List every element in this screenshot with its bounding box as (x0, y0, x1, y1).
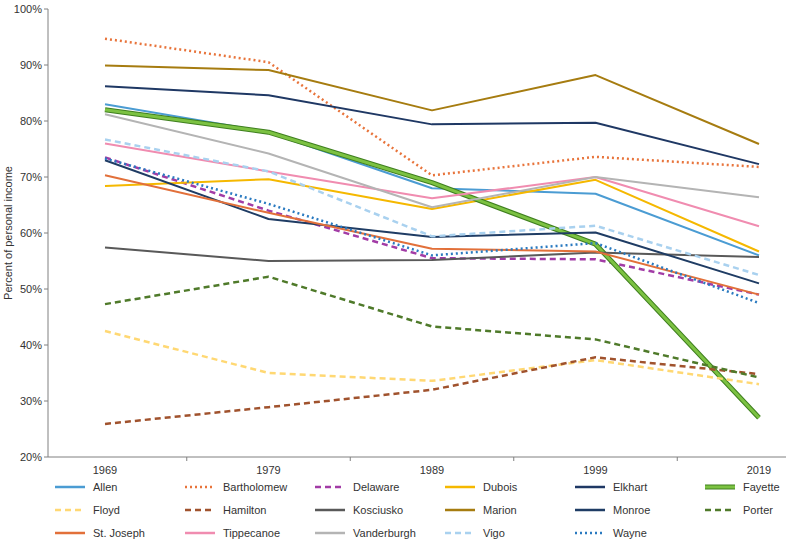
x-tick-label: 1969 (93, 464, 117, 476)
y-tick-label: 90% (20, 59, 42, 71)
legend-label: Fayette (743, 481, 780, 493)
series-line (105, 110, 759, 418)
series-line (105, 114, 759, 207)
y-tick (44, 121, 48, 122)
y-tick (44, 289, 48, 290)
legend-label: Kosciusko (353, 504, 403, 516)
legend-swatch (705, 486, 735, 489)
y-tick (44, 233, 48, 234)
series-line (105, 277, 759, 378)
legend-label: Porter (743, 504, 773, 516)
y-tick (44, 401, 48, 402)
y-tick-label: 50% (20, 283, 42, 295)
y-tick (44, 65, 48, 66)
legend-swatch (315, 486, 345, 489)
legend-label: Vigo (483, 527, 505, 539)
y-tick (44, 177, 48, 178)
legend-swatch (575, 532, 605, 535)
legend-label: Monroe (613, 504, 650, 516)
series-group (105, 39, 759, 424)
legend-label: Floyd (93, 504, 120, 516)
legend-swatch (55, 532, 85, 535)
series-line (105, 357, 759, 424)
series-line (105, 160, 759, 283)
y-tick-label: 80% (20, 115, 42, 127)
legend-swatch (315, 532, 345, 535)
series-line (105, 331, 759, 384)
legend-swatch (445, 486, 475, 489)
series-line (105, 104, 759, 255)
legend-label: Dubois (483, 481, 518, 493)
legend-swatch (445, 532, 475, 535)
x-tick-label: 2019 (747, 464, 771, 476)
legend-label: Hamilton (223, 504, 266, 516)
legend-swatch-outline (705, 485, 735, 490)
legend-swatch (185, 509, 215, 512)
x-axis (48, 457, 786, 458)
legend-label: Bartholomew (223, 481, 287, 493)
y-axis (48, 9, 49, 457)
chart: 20% 30% 40% 50% 60% 70% 80% 90% 100% Percent of p… (0, 0, 792, 547)
x-tick-label: 1989 (420, 464, 444, 476)
y-tick-label: 70% (20, 171, 42, 183)
series-line (105, 157, 759, 294)
series-line (105, 179, 759, 251)
legend-label: Marion (483, 504, 517, 516)
legend-swatch (445, 509, 475, 512)
series-line (105, 159, 759, 303)
x-tick (513, 457, 514, 461)
y-axis-label: Percent of personal income (2, 166, 14, 300)
series-line (105, 175, 759, 294)
y-tick-label: 30% (20, 395, 42, 407)
x-tick-label: 1979 (256, 464, 280, 476)
y-tick-label: 40% (20, 339, 42, 351)
legend-swatch (315, 509, 345, 512)
legend-swatch (55, 509, 85, 512)
x-tick (186, 457, 187, 461)
y-tick-label: 20% (20, 451, 42, 463)
series-outline (105, 110, 759, 418)
legend-label: Vanderburgh (353, 527, 416, 539)
legend-swatch (575, 486, 605, 489)
x-tick (350, 457, 351, 461)
legend-label: St. Joseph (93, 527, 145, 539)
legend-swatch (185, 486, 215, 489)
legend-swatch (575, 509, 605, 512)
legend-swatch (185, 532, 215, 535)
legend-label: Delaware (353, 481, 399, 493)
y-tick (44, 9, 48, 10)
legend-label: Wayne (613, 527, 647, 539)
y-tick (44, 345, 48, 346)
x-tick-label: 1999 (583, 464, 607, 476)
legend-swatch (55, 486, 85, 489)
legend-label: Elkhart (613, 481, 647, 493)
series-line (105, 66, 759, 144)
legend-label: Allen (93, 481, 117, 493)
x-tick (677, 457, 678, 461)
series-line (105, 39, 759, 176)
y-tick-label: 60% (20, 227, 42, 239)
y-tick (44, 457, 48, 458)
legend-swatch (705, 509, 735, 512)
y-tick-label: 100% (14, 3, 42, 15)
legend-label: Tippecanoe (223, 527, 280, 539)
